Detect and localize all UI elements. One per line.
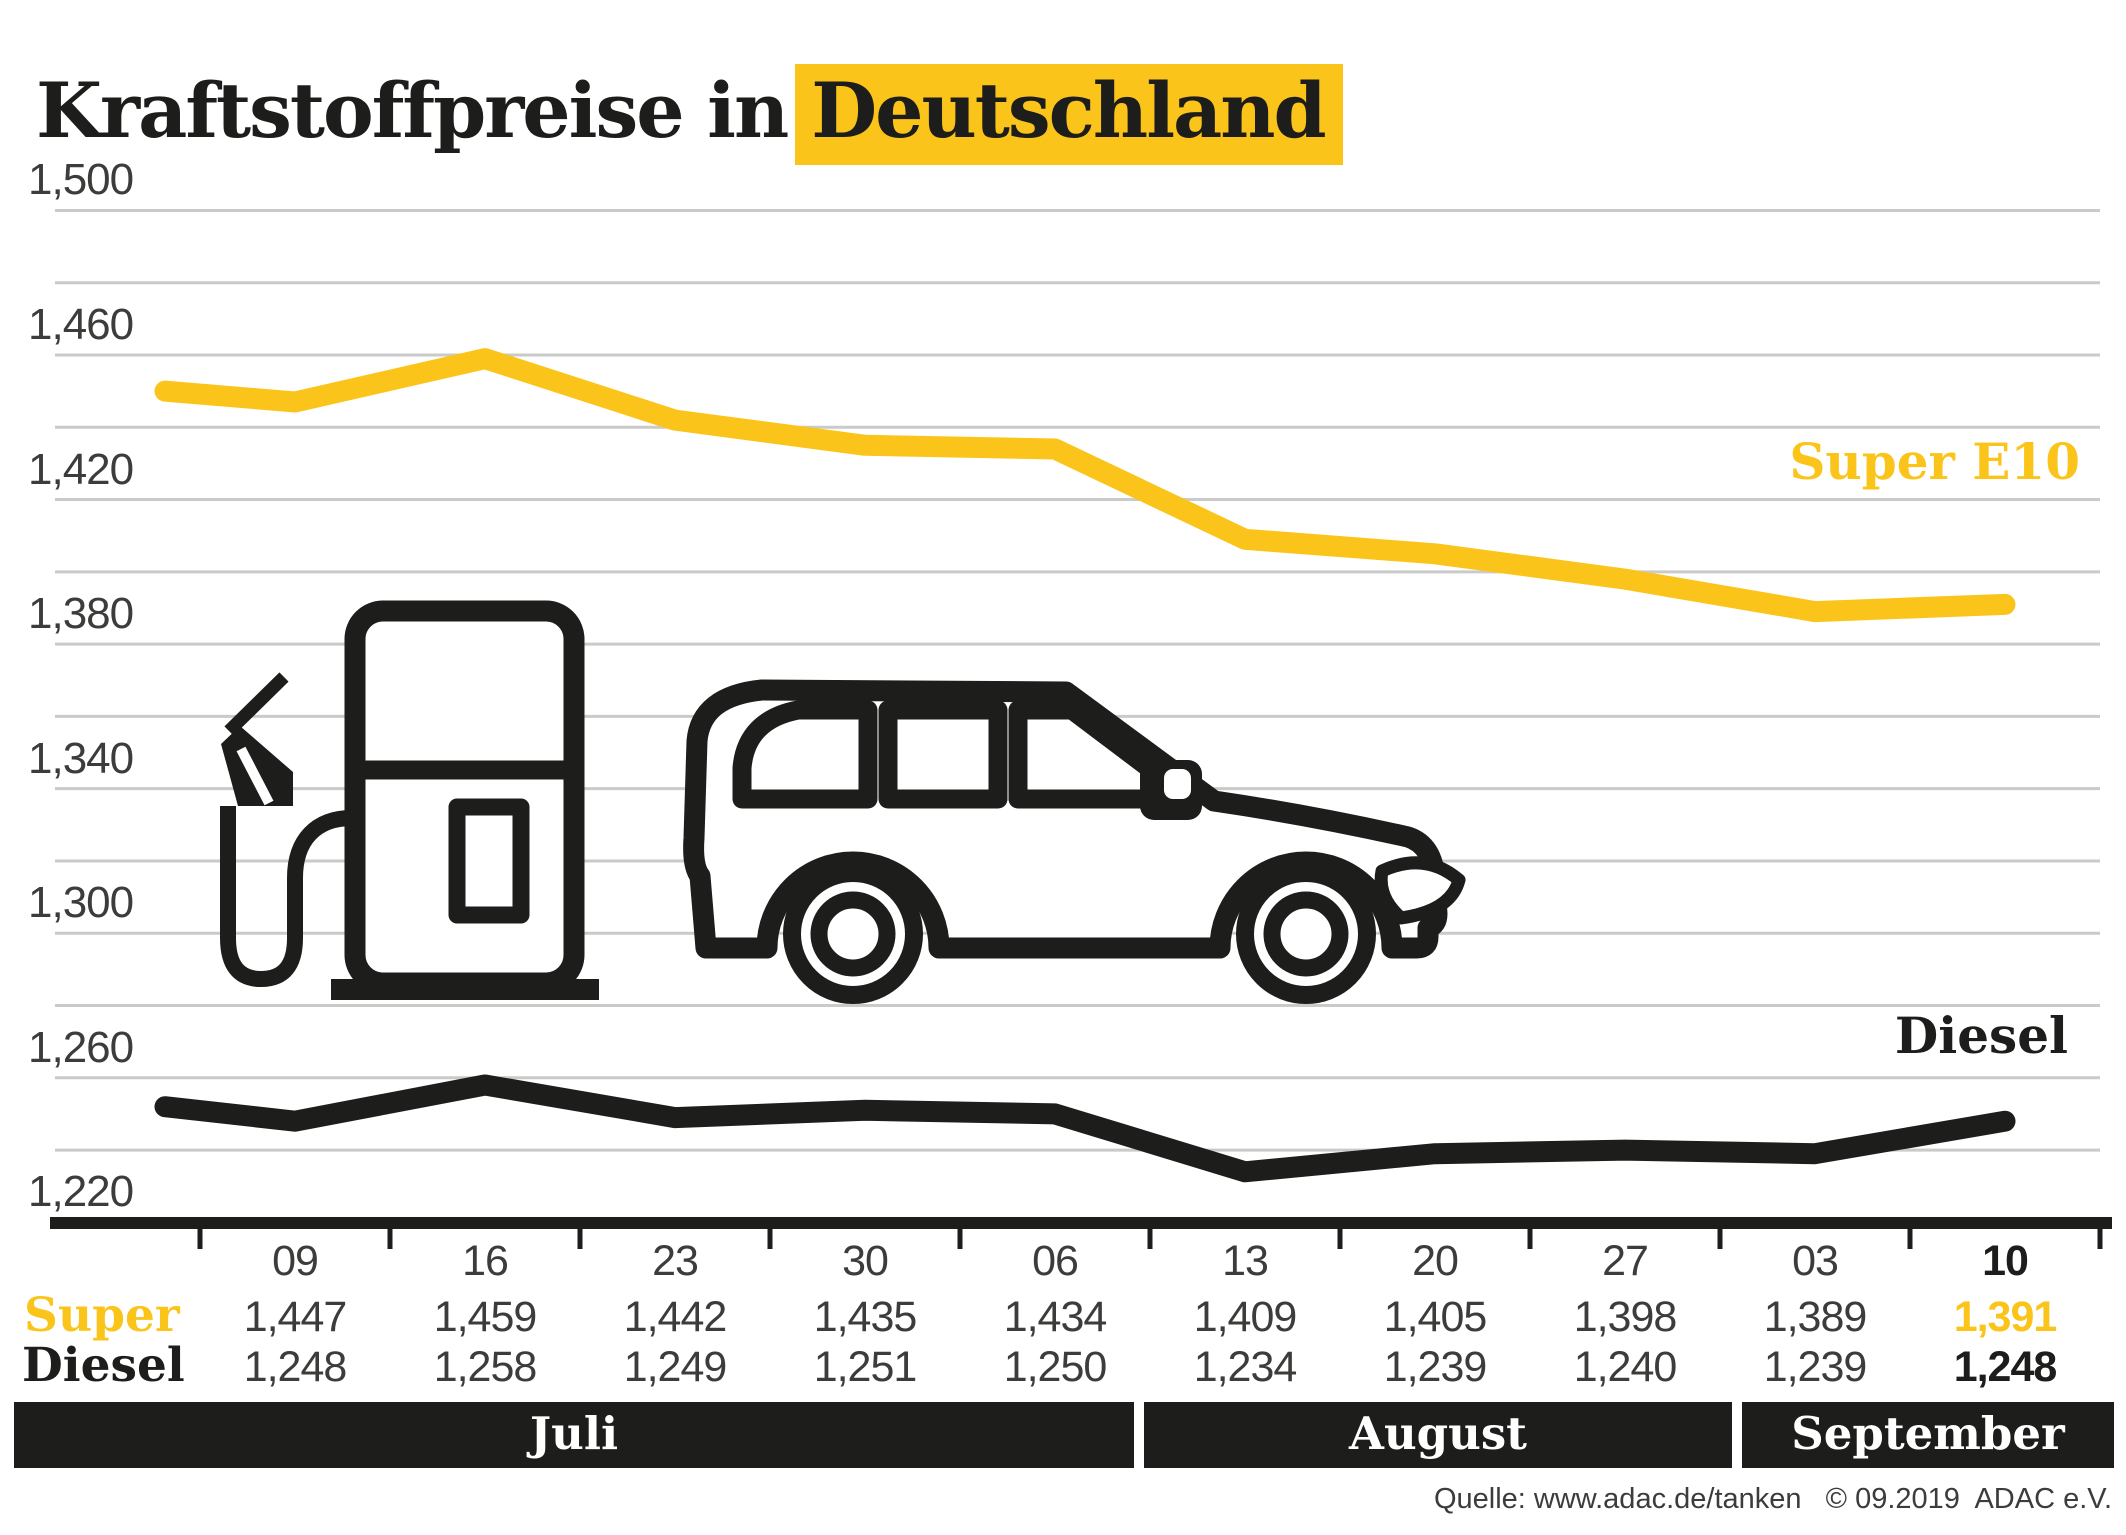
table-cell: 1,258 — [433, 1343, 538, 1391]
table-cell: 1,240 — [1573, 1343, 1678, 1391]
table-cell: 1,447 — [243, 1293, 348, 1341]
table-cell: 06 — [1032, 1237, 1079, 1285]
table-cell: 1,248 — [243, 1343, 348, 1391]
series-lines-layer — [154, 348, 2016, 1183]
table-cell: 09 — [272, 1237, 319, 1285]
table-cell: 1,405 — [1383, 1293, 1488, 1341]
y-axis-label: 1,260 — [28, 1022, 134, 1072]
fuel-pump-icon — [220, 600, 599, 1000]
month-band-september: September — [1742, 1402, 2114, 1468]
page-title-text: Kraftstoffpreise in — [36, 65, 789, 155]
table-cell: 1,442 — [623, 1293, 728, 1341]
table-cell: 27 — [1602, 1237, 1649, 1285]
y-axis-label: 1,420 — [28, 444, 134, 494]
month-band-august: August — [1144, 1402, 1732, 1468]
page-title-highlight: Deutschland — [795, 63, 1343, 165]
table-cell: 16 — [462, 1237, 509, 1285]
table-cell: 10 — [1982, 1237, 2029, 1285]
table-cell: 1,249 — [623, 1343, 728, 1391]
y-axis-label: 1,300 — [28, 878, 134, 928]
table-cell: 13 — [1222, 1237, 1269, 1285]
y-axis-label: 1,500 — [28, 155, 134, 205]
table-cell: 1,398 — [1573, 1293, 1678, 1341]
table-cell: 30 — [842, 1237, 889, 1285]
table-cell: 1,250 — [1003, 1343, 1108, 1391]
table-cell: 20 — [1412, 1237, 1459, 1285]
y-axis-label: 1,340 — [28, 733, 134, 783]
month-band-juli: Juli — [14, 1402, 1134, 1468]
table-cell: 1,251 — [813, 1343, 918, 1391]
series-line-super-e10 — [154, 348, 2016, 623]
table-cell: 1,434 — [1003, 1293, 1108, 1341]
y-axis-label: 1,460 — [28, 300, 134, 349]
row-label-super: Super — [24, 1288, 180, 1343]
page-title: Kraftstoffpreise in Deutschland — [36, 57, 1343, 165]
y-axis-label: 1,380 — [28, 589, 134, 639]
table-cell: 23 — [652, 1237, 699, 1285]
table-cell: 1,435 — [813, 1293, 918, 1341]
row-label-diesel: Diesel — [22, 1338, 185, 1393]
series-label-super-e10: Super E10 — [1789, 432, 2080, 491]
table-cell: 1,234 — [1193, 1343, 1298, 1391]
table-cell: 1,239 — [1763, 1343, 1868, 1391]
table-cell: 1,391 — [1953, 1293, 2058, 1341]
series-line-diesel — [154, 1074, 2016, 1183]
table-cell: 1,248 — [1953, 1343, 2058, 1391]
table-cell: 03 — [1792, 1237, 1839, 1285]
source-note: Quelle: www.adac.de/tanken © 09.2019 ADA… — [1433, 1483, 2112, 1515]
y-axis-label: 1,220 — [28, 1167, 134, 1217]
table-cell: 1,389 — [1763, 1293, 1868, 1341]
table-cell: 1,459 — [433, 1293, 538, 1341]
series-label-diesel: Diesel — [1894, 1006, 2068, 1065]
table-cell: 1,409 — [1193, 1293, 1298, 1341]
table-cell: 1,239 — [1383, 1343, 1488, 1391]
car-icon — [683, 679, 1466, 1004]
